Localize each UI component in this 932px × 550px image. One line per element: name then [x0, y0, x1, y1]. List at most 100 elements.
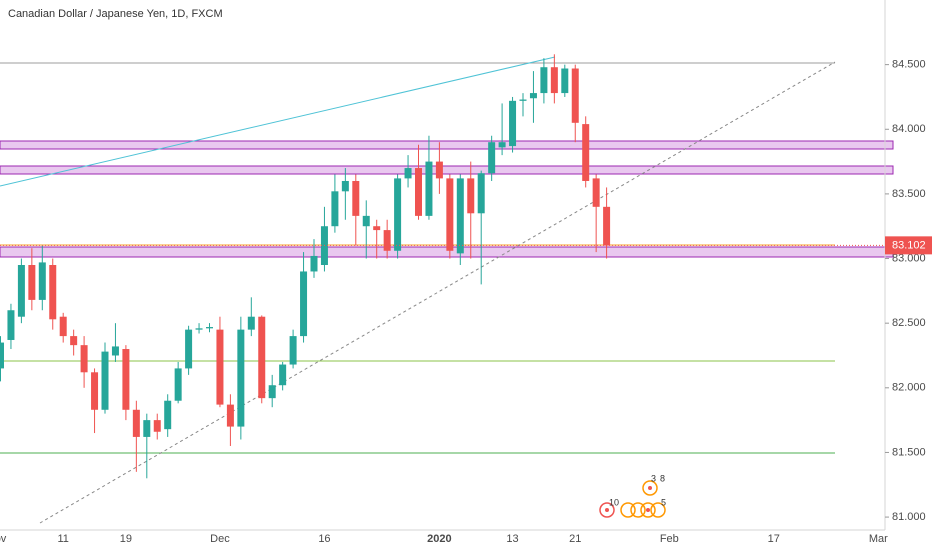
- candle-body: [38, 262, 46, 300]
- last-price-box: [885, 236, 932, 255]
- candle-body: [101, 351, 109, 410]
- candle-body: [446, 178, 454, 251]
- x-tick-label: 17: [768, 533, 780, 545]
- candle-body: [111, 346, 119, 356]
- candle-body: [174, 368, 182, 401]
- candle-body: [122, 349, 130, 410]
- candle-body: [498, 142, 506, 148]
- candle-body: [185, 329, 193, 369]
- candle-body: [300, 271, 308, 337]
- x-tick-label: Feb: [660, 533, 679, 545]
- candle-body: [132, 409, 140, 437]
- candle-body: [404, 168, 412, 179]
- candle-body: [571, 68, 579, 123]
- candle-body: [153, 420, 161, 432]
- candle-body: [59, 316, 67, 337]
- candle-body: [394, 178, 402, 251]
- candle-body: [456, 178, 464, 254]
- candle-body: [415, 168, 422, 216]
- candle-body: [258, 316, 266, 399]
- y-tick-label: 84.500: [892, 59, 926, 71]
- candle-body: [310, 255, 318, 272]
- candle-body: [206, 327, 213, 329]
- chart-title: Canadian Dollar / Japanese Yen, 1D, FXCM: [8, 8, 223, 20]
- x-tick-label: 11: [57, 533, 68, 545]
- last-price-label: 83.102: [892, 239, 926, 251]
- candle-body: [550, 67, 558, 94]
- candle-body: [237, 329, 245, 427]
- candle-body: [289, 336, 297, 365]
- x-tick-label: 19: [120, 533, 132, 545]
- candle-body: [17, 265, 25, 317]
- y-tick-label: 83.500: [892, 188, 926, 200]
- candle-body: [7, 310, 15, 340]
- x-tick-label: 16: [318, 533, 330, 545]
- y-tick-label: 81.500: [892, 446, 926, 458]
- event-count: 8: [660, 473, 665, 483]
- event-count: 10: [609, 497, 619, 507]
- candle-body: [561, 68, 569, 94]
- candle-body: [279, 364, 287, 386]
- candle-body: [268, 385, 276, 399]
- y-tick-label: 84.000: [892, 123, 926, 135]
- plot: [0, 54, 885, 479]
- x-tick-label: 21: [569, 533, 581, 545]
- candle-body: [247, 316, 255, 330]
- candle-body: [362, 215, 370, 227]
- x-tick-label: Mar: [869, 533, 888, 545]
- event-icon: [648, 486, 652, 490]
- candle-body: [425, 161, 433, 216]
- candle-body: [28, 265, 36, 300]
- zone: [0, 140, 894, 150]
- trend-line: [0, 56, 556, 187]
- candle-body: [435, 161, 443, 179]
- candle-body: [226, 404, 234, 427]
- event-icon: [605, 508, 609, 512]
- y-tick-label: 81.000: [892, 511, 926, 523]
- x-tick-label: 13: [506, 533, 518, 545]
- candle-body: [383, 230, 391, 251]
- candle-body: [80, 345, 88, 373]
- x-tick-label: 2020: [427, 533, 451, 545]
- candle-body: [70, 336, 78, 346]
- event-markers: 10 3 8 5: [599, 473, 666, 518]
- event-icon: [646, 508, 650, 512]
- event-count: 3: [651, 473, 656, 483]
- candle-body: [467, 178, 475, 214]
- y-tick-label: 82.000: [892, 382, 926, 394]
- candle-body: [164, 400, 172, 430]
- candle-body: [216, 329, 224, 405]
- candle-body: [488, 142, 496, 174]
- x-tick-label: ov: [0, 533, 7, 545]
- candle-body: [352, 180, 360, 216]
- candle-body: [529, 93, 537, 99]
- x-tick-label: Dec: [210, 533, 230, 545]
- candle-body: [582, 124, 590, 181]
- event-icon: [640, 502, 656, 518]
- candle-body: [540, 67, 548, 94]
- event-icon: [620, 502, 636, 518]
- event-icon: [630, 502, 646, 518]
- candle-body: [91, 372, 99, 410]
- candle-body: [195, 328, 203, 330]
- candle-body: [592, 178, 600, 207]
- candle-body: [49, 265, 57, 320]
- event-icon: [650, 502, 666, 518]
- zone: [0, 165, 894, 175]
- candle-body: [341, 180, 349, 192]
- candle-body: [0, 342, 4, 369]
- event-icon: [642, 480, 658, 496]
- candle-body: [477, 173, 485, 214]
- candle-body: [603, 206, 611, 246]
- candle-body: [509, 100, 517, 147]
- event-icon: [599, 502, 615, 518]
- candle-body: [143, 420, 151, 437]
- candle-body: [331, 191, 339, 227]
- event-count: 5: [661, 497, 666, 507]
- candle-body: [373, 226, 381, 231]
- candle-body: [519, 99, 527, 101]
- y-tick-label: 83.000: [892, 252, 926, 264]
